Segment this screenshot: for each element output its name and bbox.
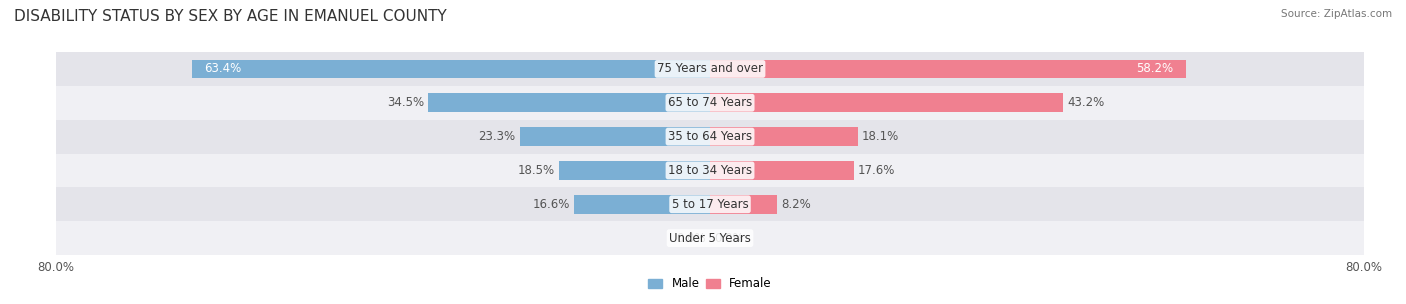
Legend: Male, Female: Male, Female xyxy=(648,277,772,290)
Text: 18.1%: 18.1% xyxy=(862,130,900,143)
Text: 8.2%: 8.2% xyxy=(782,198,811,211)
Bar xyxy=(710,60,1185,78)
Text: Source: ZipAtlas.com: Source: ZipAtlas.com xyxy=(1281,9,1392,19)
Bar xyxy=(710,195,778,214)
Text: 18 to 34 Years: 18 to 34 Years xyxy=(668,164,752,177)
Text: 0.0%: 0.0% xyxy=(714,232,744,245)
Text: 17.6%: 17.6% xyxy=(858,164,896,177)
Text: 65 to 74 Years: 65 to 74 Years xyxy=(668,96,752,109)
Bar xyxy=(710,127,858,146)
Bar xyxy=(558,161,710,180)
Bar xyxy=(56,120,1364,154)
Text: 35 to 64 Years: 35 to 64 Years xyxy=(668,130,752,143)
Text: 75 Years and over: 75 Years and over xyxy=(657,62,763,75)
Text: Under 5 Years: Under 5 Years xyxy=(669,232,751,245)
Bar xyxy=(520,127,710,146)
Bar xyxy=(56,221,1364,255)
Text: 63.4%: 63.4% xyxy=(204,62,242,75)
Text: 34.5%: 34.5% xyxy=(387,96,425,109)
Bar xyxy=(427,93,710,112)
Text: 43.2%: 43.2% xyxy=(1067,96,1104,109)
Text: DISABILITY STATUS BY SEX BY AGE IN EMANUEL COUNTY: DISABILITY STATUS BY SEX BY AGE IN EMANU… xyxy=(14,9,447,24)
Text: 0.0%: 0.0% xyxy=(676,232,706,245)
Text: 16.6%: 16.6% xyxy=(533,198,571,211)
Bar xyxy=(56,187,1364,221)
Text: 18.5%: 18.5% xyxy=(517,164,555,177)
Bar xyxy=(191,60,710,78)
Text: 58.2%: 58.2% xyxy=(1136,62,1174,75)
Text: 5 to 17 Years: 5 to 17 Years xyxy=(672,198,748,211)
Bar xyxy=(575,195,710,214)
Text: 23.3%: 23.3% xyxy=(478,130,516,143)
Bar xyxy=(710,161,853,180)
Bar xyxy=(56,154,1364,187)
Bar xyxy=(56,86,1364,120)
Bar xyxy=(56,52,1364,86)
Bar xyxy=(710,93,1063,112)
